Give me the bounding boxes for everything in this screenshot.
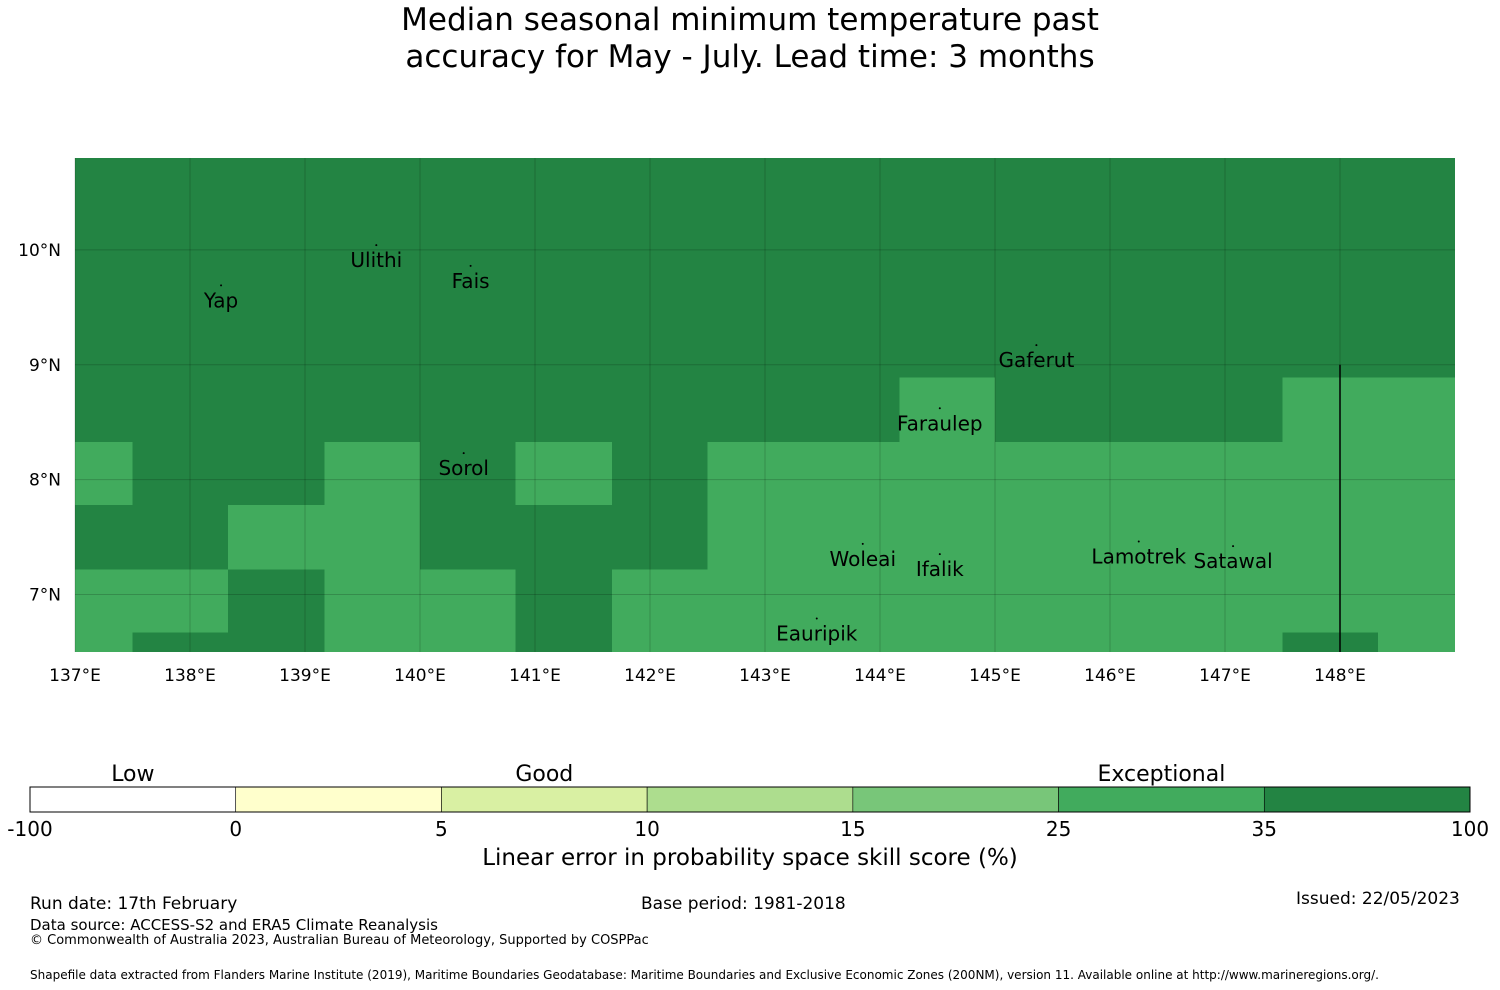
skill-cell-good (420, 569, 516, 652)
place-label: Faraulep (897, 411, 983, 435)
longitude-tick-label: 147°E (1199, 666, 1251, 686)
colorbar-title: Linear error in probability space skill … (482, 845, 1018, 871)
island-marker (861, 542, 864, 545)
base-period: Base period: 1981-2018 (641, 894, 846, 914)
data-source: Data source: ACCESS-S2 and ERA5 Climate … (30, 916, 438, 934)
longitude-tick-label: 137°E (49, 666, 101, 686)
latitude-tick-label: 10°N (18, 241, 61, 261)
longitude-tick-labels: 137°E 138°E 139°E 140°E 141°E 142°E 143°E 144°E… (49, 666, 1366, 686)
colorbar-tick-label: 0 (229, 817, 242, 841)
longitude-tick-label: 140°E (394, 666, 446, 686)
skill-cell-good (227, 504, 325, 570)
map-title-line-2: accuracy for May - July. Lead time: 3 mo… (405, 39, 1095, 75)
skill-cell-good (324, 441, 420, 652)
skill-cell-good (75, 632, 133, 652)
skill-cell-good (75, 441, 133, 505)
place-label: Ifalik (916, 557, 964, 581)
shapefile-credit: Shapefile data extracted from Flanders M… (30, 968, 1379, 982)
skill-cell-good (1282, 377, 1378, 633)
skill-cell-good (1377, 377, 1455, 652)
copyright-notice: © Commonwealth of Australia 2023, Austra… (30, 933, 649, 948)
issued-date: Issued: 22/05/2023 (1296, 889, 1460, 909)
latitude-tick-label: 9°N (29, 356, 61, 376)
map-title: Median seasonal minimum temperature past… (0, 2, 1500, 76)
skill-cell-good (75, 569, 228, 633)
latitude-tick-labels: 10°N 9°N 8°N 7°N (18, 241, 61, 606)
skill-cell-good (612, 569, 708, 652)
island-marker (469, 264, 472, 267)
place-label: Gaferut (998, 348, 1074, 372)
colorbar-frame (29, 786, 1471, 813)
skill-cell-good (899, 377, 995, 652)
place-label: Woleai (829, 547, 896, 571)
place-label: Ulithi (350, 248, 402, 272)
colorbar-segment (646, 786, 854, 813)
colorbar: -100 0 5 10 15 25 35 100 Low Good Exceptional (7, 762, 1489, 841)
longitude-tick-label: 139°E (279, 666, 331, 686)
map-title-line-1: Median seasonal minimum temperature past (401, 2, 1099, 38)
island-marker (375, 244, 378, 247)
place-label: Satawal (1193, 549, 1272, 573)
island-marker (1137, 540, 1140, 543)
colorbar-category-label: Exceptional (1097, 762, 1225, 787)
island-marker (462, 452, 465, 455)
place-label: Eauripik (776, 622, 858, 646)
colorbar-segment (852, 786, 1059, 813)
colorbar-category-label: Good (515, 762, 573, 787)
longitude-tick-label: 146°E (1084, 666, 1136, 686)
latitude-tick-label: 7°N (29, 586, 61, 606)
island-marker (1035, 344, 1038, 347)
colorbar-segment (441, 786, 648, 813)
longitude-tick-label: 141°E (509, 666, 561, 686)
skill-cell-good (515, 441, 613, 505)
latitude-tick-label: 8°N (29, 471, 61, 491)
island-marker (220, 284, 223, 287)
place-labels: Yap Ulithi Fais Gaferut Faraulep Sorol Woleai I… (203, 244, 1273, 646)
island-marker (938, 407, 941, 410)
skill-cell-good (707, 441, 900, 652)
colorbar-tick-label: 35 (1252, 817, 1277, 841)
place-label: Fais (452, 269, 490, 293)
place-label: Sorol (438, 456, 489, 480)
longitude-tick-label: 145°E (969, 666, 1021, 686)
island-marker (938, 553, 941, 556)
longitude-tick-label: 142°E (624, 666, 676, 686)
colorbar-tick-label: 15 (840, 817, 865, 841)
place-label: Lamotrek (1091, 545, 1186, 569)
island-marker (815, 617, 818, 620)
colorbar-tick-label: 100 (1451, 817, 1489, 841)
run-date: Run date: 17th February (30, 894, 238, 914)
skill-cell-good (995, 441, 1283, 652)
colorbar-tick-label: 5 (435, 817, 448, 841)
colorbar-segment (1263, 786, 1471, 813)
colorbar-tick-label: 25 (1046, 817, 1071, 841)
map-gridlines (74, 158, 1455, 652)
map-skill-cells (75, 377, 1455, 652)
colorbar-segment (29, 786, 237, 813)
longitude-tick-label: 138°E (164, 666, 216, 686)
longitude-tick-label: 144°E (854, 666, 906, 686)
colorbar-segment (235, 786, 442, 813)
colorbar-segment (1058, 786, 1265, 813)
island-marker (1232, 545, 1235, 548)
place-label: Yap (203, 288, 238, 312)
longitude-tick-label: 148°E (1314, 666, 1366, 686)
colorbar-tick-label: 10 (634, 817, 659, 841)
colorbar-category-label: Low (111, 762, 154, 787)
longitude-tick-label: 143°E (739, 666, 791, 686)
colorbar-tick-label: -100 (7, 817, 52, 841)
